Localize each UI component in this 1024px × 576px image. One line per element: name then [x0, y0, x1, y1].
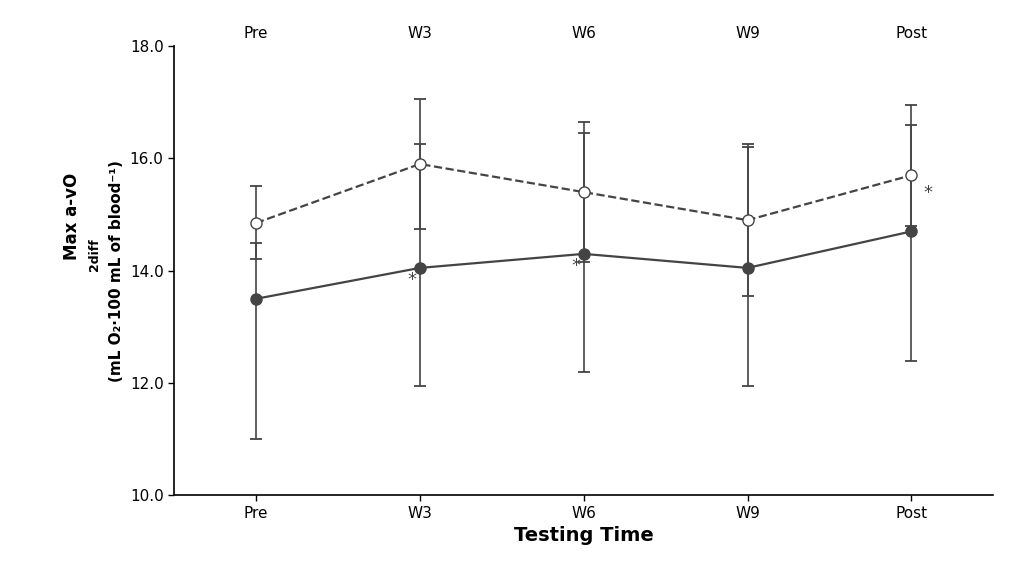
Text: Max a-vO: Max a-vO: [62, 173, 81, 260]
Text: (mL O₂·100 mL of blood⁻¹): (mL O₂·100 mL of blood⁻¹): [110, 160, 124, 382]
Text: *: *: [408, 271, 416, 289]
Text: 2diff: 2diff: [88, 238, 101, 271]
Text: *: *: [924, 184, 932, 202]
X-axis label: Testing Time: Testing Time: [514, 526, 653, 545]
Text: *: *: [571, 257, 580, 275]
